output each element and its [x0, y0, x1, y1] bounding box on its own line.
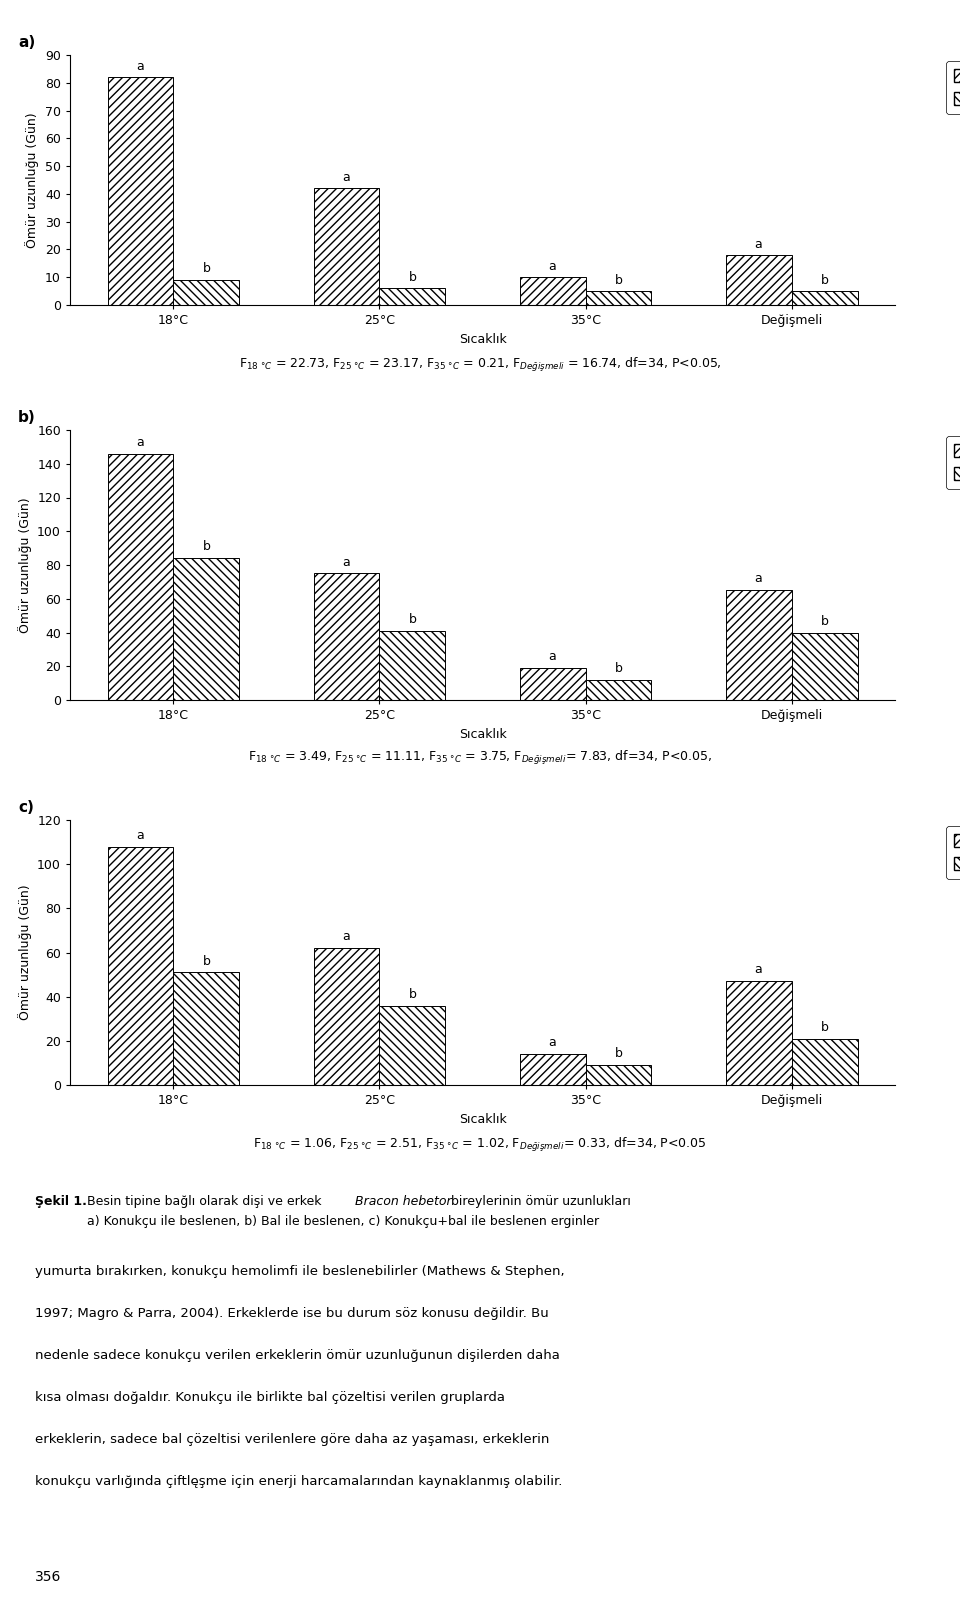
Text: F$_{18\ °C}$ = 3.49, F$_{25\ °C}$ = 11.11, F$_{35\ °C}$ = 3.75, F$_{Değişmeli}$=: F$_{18\ °C}$ = 3.49, F$_{25\ °C}$ = 11.1…: [248, 749, 712, 767]
Bar: [726, 590, 792, 700]
Bar: [314, 189, 379, 305]
Bar: [726, 981, 792, 1085]
Text: a: a: [136, 436, 144, 449]
Text: kısa olması doğaldır. Konukçu ile birlikte bal çözeltisi verilen gruplarda: kısa olması doğaldır. Konukçu ile birlik…: [35, 1390, 505, 1405]
Text: b: b: [203, 954, 210, 968]
Text: nedenle sadece konukçu verilen erkeklerin ömür uzunluğunun dişilerden daha: nedenle sadece konukçu verilen erkekleri…: [35, 1349, 560, 1361]
Y-axis label: Ömür uzunluğu (Gün): Ömür uzunluğu (Gün): [26, 112, 39, 248]
X-axis label: Sıcaklık: Sıcaklık: [459, 332, 506, 345]
Text: a: a: [549, 650, 557, 663]
Bar: [792, 291, 857, 305]
Bar: [314, 948, 379, 1085]
Text: a: a: [755, 964, 762, 976]
Text: F$_{18\ °C}$ = 1.06, F$_{25\ °C}$ = 2.51, F$_{35\ °C}$ = 1.02, F$_{Değişmeli}$= : F$_{18\ °C}$ = 1.06, F$_{25\ °C}$ = 2.51…: [253, 1136, 707, 1154]
Text: b: b: [203, 540, 210, 553]
Bar: [108, 847, 174, 1085]
Text: bireylerinin ömür uzunlukları: bireylerinin ömür uzunlukları: [447, 1195, 631, 1208]
Bar: [519, 276, 586, 305]
Bar: [174, 280, 239, 305]
Text: b): b): [18, 411, 36, 425]
Text: a: a: [549, 1037, 557, 1050]
Bar: [174, 972, 239, 1085]
X-axis label: Sıcaklık: Sıcaklık: [459, 727, 506, 740]
Bar: [379, 1005, 445, 1085]
Bar: [379, 631, 445, 700]
Bar: [379, 288, 445, 305]
Bar: [108, 454, 174, 700]
Text: a: a: [343, 171, 350, 184]
Text: b: b: [409, 270, 417, 284]
Text: a: a: [343, 930, 350, 943]
Bar: [174, 558, 239, 700]
Bar: [519, 1055, 586, 1085]
Text: b: b: [614, 273, 622, 286]
Text: Bracon hebetor: Bracon hebetor: [355, 1195, 451, 1208]
Bar: [519, 668, 586, 700]
Text: a: a: [755, 572, 762, 585]
Legend: dişi, erkek: dişi, erkek: [947, 436, 960, 489]
Text: a: a: [549, 260, 557, 273]
Text: a): a): [18, 35, 36, 50]
Text: a: a: [136, 59, 144, 74]
Text: a: a: [136, 829, 144, 842]
Bar: [586, 679, 652, 700]
Bar: [586, 291, 652, 305]
Text: b: b: [409, 988, 417, 1000]
Text: konukçu varlığında çiftlęşme için enerji harcamalarından kaynaklanmış olabilir.: konukçu varlığında çiftlęşme için enerji…: [35, 1475, 563, 1488]
Text: b: b: [614, 662, 622, 674]
Text: Besin tipine bağlı olarak dişi ve erkek: Besin tipine bağlı olarak dişi ve erkek: [87, 1195, 325, 1208]
Text: 1997; Magro & Parra, 2004). Erkeklerde ise bu durum söz konusu değildir. Bu: 1997; Magro & Parra, 2004). Erkeklerde i…: [35, 1307, 549, 1320]
Bar: [108, 77, 174, 305]
Bar: [792, 633, 857, 700]
Text: F$_{18\ °C}$ = 22.73, F$_{25\ °C}$ = 23.17, F$_{35\ °C}$ = 0.21, F$_{Değişmeli}$: F$_{18\ °C}$ = 22.73, F$_{25\ °C}$ = 23.…: [239, 356, 721, 374]
Text: a) Konukçu ile beslenen, b) Bal ile beslenen, c) Konukçu+bal ile beslenen erginl: a) Konukçu ile beslenen, b) Bal ile besl…: [87, 1214, 599, 1227]
Text: a: a: [755, 238, 762, 251]
Text: yumurta bırakırken, konukçu hemolimfi ile beslenebilirler (Mathews & Stephen,: yumurta bırakırken, konukçu hemolimfi il…: [35, 1266, 564, 1278]
Bar: [726, 256, 792, 305]
Legend: dişi, erkek: dişi, erkek: [947, 61, 960, 113]
Text: Şekil 1.: Şekil 1.: [35, 1195, 93, 1208]
Bar: [314, 574, 379, 700]
Y-axis label: Ömür uzunluğu (Gün): Ömür uzunluğu (Gün): [17, 885, 32, 1020]
Text: a: a: [343, 556, 350, 569]
Bar: [586, 1066, 652, 1085]
Text: b: b: [821, 1021, 828, 1034]
Text: 356: 356: [35, 1569, 61, 1584]
Y-axis label: Ömür uzunluğu (Gün): Ömür uzunluğu (Gün): [17, 497, 32, 633]
Text: b: b: [203, 262, 210, 275]
Text: b: b: [821, 273, 828, 286]
X-axis label: Sıcaklık: Sıcaklık: [459, 1112, 506, 1125]
Text: b: b: [821, 615, 828, 628]
Text: c): c): [18, 801, 34, 815]
Legend: dişi, erkek: dişi, erkek: [947, 826, 960, 879]
Bar: [792, 1039, 857, 1085]
Text: b: b: [409, 614, 417, 626]
Text: b: b: [614, 1047, 622, 1061]
Text: erkeklerin, sadece bal çözeltisi verilenlere göre daha az yaşaması, erkeklerin: erkeklerin, sadece bal çözeltisi verilen…: [35, 1433, 549, 1446]
